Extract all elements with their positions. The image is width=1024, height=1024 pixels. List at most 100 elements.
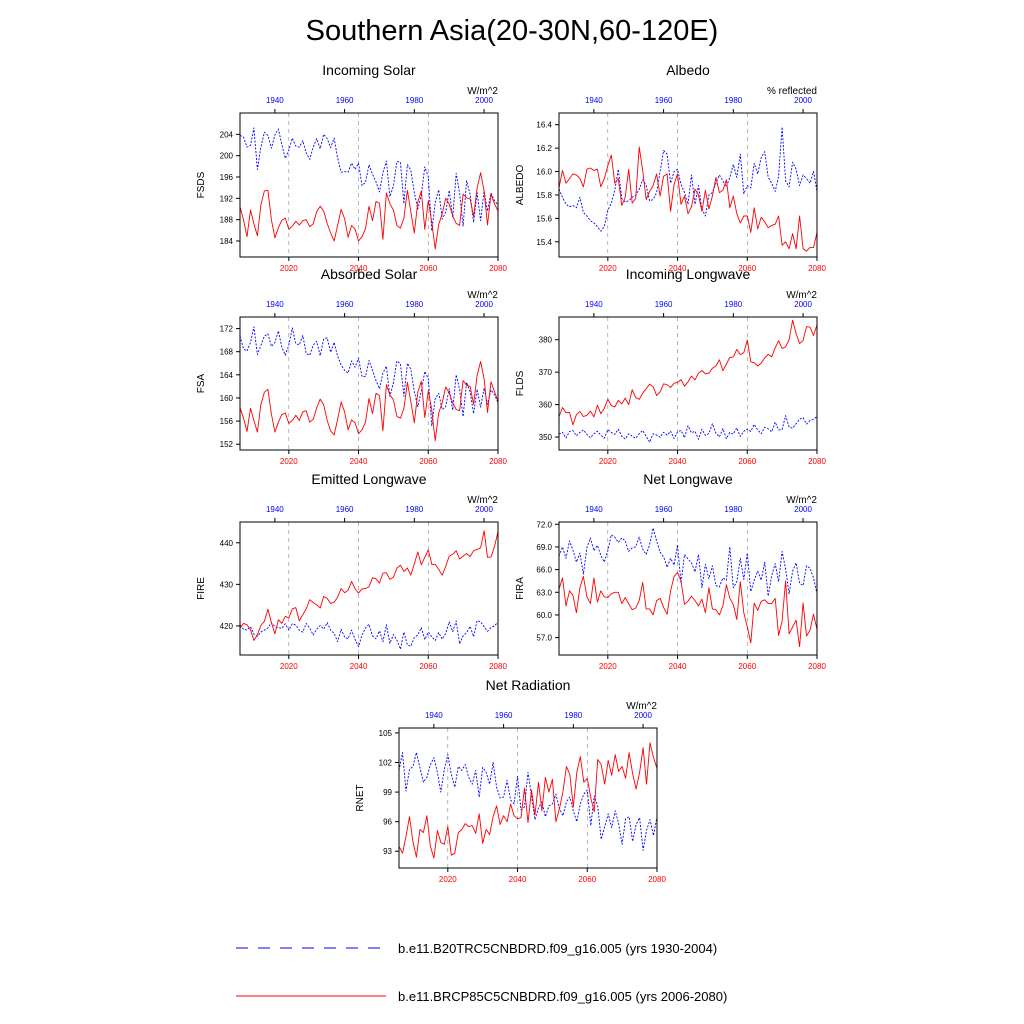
x-tick-label-bottom: 2060 [419,457,437,466]
x-tick-label-bottom: 2020 [599,264,617,273]
x-tick-label-top: 1940 [266,300,284,309]
y-tick-label: 440 [220,539,234,548]
x-tick-label-bottom: 2020 [439,875,457,884]
series-line-historical [558,527,818,597]
panels: Incoming Solar W/m^2 184 188 192 196 200 204 202… [196,62,826,884]
y-tick-label: 380 [539,336,553,345]
x-tick-label-bottom: 2060 [738,457,756,466]
y-tick-label: 99 [383,788,392,797]
y-tick-label: 184 [220,237,234,246]
y-tick-label: 16.4 [536,121,552,130]
panel-rnet: Net Radiation W/m^2 93 96 99 102 105 2020 2040 20… [355,677,666,884]
x-tick-label-top: 1960 [655,505,673,514]
x-tick-label-top: 1980 [405,300,423,309]
y-tick-label: 102 [379,759,393,768]
panel-title: Absorbed Solar [321,266,418,282]
x-tick-label-bottom: 2020 [280,264,298,273]
series-line-historical [239,326,499,427]
x-tick-label-top: 1940 [266,96,284,105]
x-tick-label-top: 1940 [585,96,603,105]
x-tick-label-top: 1940 [585,505,603,514]
x-tick-label-top: 1960 [336,96,354,105]
x-tick-label-top: 1980 [405,96,423,105]
y-tick-label: 105 [379,729,393,738]
y-tick-label: 430 [220,580,234,589]
y-tick-label: 168 [220,348,234,357]
x-tick-label-bottom: 2080 [648,875,666,884]
x-tick-label-top: 1980 [564,711,582,720]
x-tick-label-bottom: 2040 [509,875,527,884]
panel-title: Net Radiation [486,677,571,693]
panel-title: Incoming Solar [322,62,416,78]
plot-frame [239,112,499,258]
x-tick-label-bottom: 2020 [280,662,298,671]
panel-title: Albedo [666,62,710,78]
x-tick-label-top: 1980 [724,505,742,514]
panel-fsa: Absorbed Solar W/m^2 152 156 160 164 168 172 202… [196,266,507,466]
x-tick-label-top: 1980 [724,96,742,105]
x-tick-label-top: 1940 [585,300,603,309]
x-tick-label-bottom: 2060 [419,264,437,273]
x-tick-label-bottom: 2060 [419,662,437,671]
x-tick-label-top: 2000 [634,711,652,720]
x-tick-label-top: 1980 [405,505,423,514]
x-tick-label-bottom: 2040 [669,457,687,466]
x-tick-label-bottom: 2060 [738,264,756,273]
plot-frame [239,316,499,451]
x-tick-label-top: 2000 [475,505,493,514]
panel-units: % reflected [767,86,817,97]
y-tick-label: 196 [220,173,234,182]
plot-frame [558,112,818,258]
series-line-historical [398,752,658,851]
y-tick-label: 15.6 [536,214,552,223]
x-tick-label-bottom: 2040 [350,457,368,466]
panel-title: Net Longwave [643,471,733,487]
series-line-rcp85 [239,530,499,641]
y-tick-label: 93 [383,847,392,856]
x-tick-label-bottom: 2080 [489,264,507,273]
series-line-historical [558,415,818,443]
y-tick-label: 160 [220,394,234,403]
x-tick-label-top: 1940 [266,505,284,514]
y-tick-label: 172 [220,325,234,334]
x-tick-label-bottom: 2080 [808,457,826,466]
x-tick-label-bottom: 2020 [599,457,617,466]
legend: b.e11.B20TRC5CNBDRD.f09_g16.005 (yrs 193… [236,941,727,1004]
panel-title: Incoming Longwave [626,266,751,282]
plot-frame [558,316,818,451]
y-tick-label: 156 [220,417,234,426]
y-tick-label: 164 [220,371,234,380]
x-tick-label-top: 2000 [794,505,812,514]
figure-title: Southern Asia(20-30N,60-120E) [306,15,719,47]
x-tick-label-top: 1960 [655,96,673,105]
x-tick-label-top: 1960 [655,300,673,309]
x-tick-label-top: 2000 [475,300,493,309]
x-tick-label-bottom: 2060 [578,875,596,884]
y-tick-label: 370 [539,368,553,377]
y-axis-label: ALBEDO [515,164,526,205]
x-tick-label-bottom: 2040 [669,264,687,273]
y-tick-label: 16.0 [536,168,552,177]
y-axis-label: FSA [196,373,207,393]
x-tick-label-top: 2000 [794,96,812,105]
series-line-historical [558,126,818,232]
y-tick-label: 204 [220,130,234,139]
y-axis-label: RNET [355,784,366,811]
series-line-rcp85 [558,319,818,426]
panel-units: W/m^2 [786,495,817,506]
y-tick-label: 66.0 [536,566,552,575]
series-line-historical [239,620,499,650]
y-axis-label: FLDS [515,370,526,396]
legend-label-historical: b.e11.B20TRC5CNBDRD.f09_g16.005 (yrs 193… [398,941,717,956]
x-tick-label-bottom: 2040 [350,662,368,671]
panel-title: Emitted Longwave [311,471,426,487]
x-tick-label-bottom: 2040 [669,662,687,671]
x-tick-label-bottom: 2080 [489,457,507,466]
plot-frame [398,727,658,869]
y-tick-label: 72.0 [536,520,552,529]
x-tick-label-bottom: 2080 [808,662,826,671]
panel-units: W/m^2 [786,290,817,301]
panel-fira: Net Longwave W/m^2 57.0 60.0 63.0 66.0 69.0 72.… [515,471,826,671]
panel-flds: Incoming Longwave W/m^2 350 360 370 380 2020 20… [515,266,826,466]
series-line-rcp85 [558,146,818,252]
